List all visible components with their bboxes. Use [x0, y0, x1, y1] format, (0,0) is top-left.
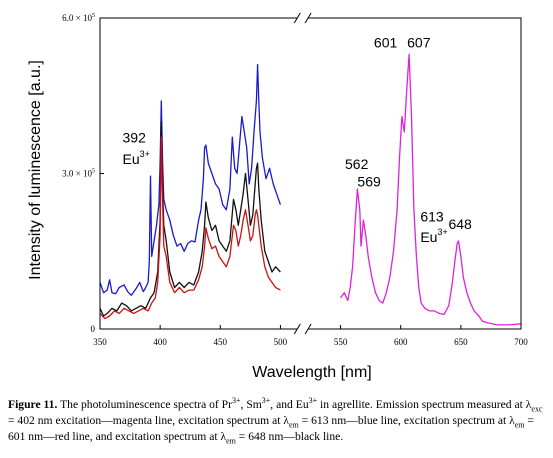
y-tick-label: 0	[91, 324, 96, 334]
axis-break-mark	[304, 323, 312, 335]
x-tick-label: 350	[93, 337, 107, 347]
caption-segment: 3+	[232, 396, 241, 406]
y-tick-label: 3.0 × 105	[62, 169, 95, 179]
caption-segment: em	[289, 420, 299, 430]
x-axis-label: Wavelength [nm]	[252, 364, 371, 381]
x-tick-label: 550	[334, 337, 348, 347]
caption-segment: , Sm	[240, 398, 262, 411]
caption-segment: = 402 nm excitation—magenta line, excita…	[8, 414, 289, 427]
caption-segment: in agrellite. Emission spectrum measured…	[317, 398, 532, 411]
annotation-label: Eu3+	[420, 227, 447, 245]
caption-segment: em	[514, 420, 525, 430]
caption-segment: 3+	[261, 396, 271, 406]
annotation-label: 648	[448, 216, 472, 232]
y-tick-label: 6.0 × 105	[62, 13, 95, 23]
caption-text: The photoluminescence spectra of Pr3+, S…	[8, 396, 543, 446]
caption-segment: = 601 nm—red line, and excitation spectr…	[8, 414, 534, 443]
x-tick-label: 600	[394, 337, 408, 347]
annotation-label: 569	[357, 173, 381, 189]
plot-area	[99, 53, 522, 326]
caption-segment: = 648 nm—black line.	[235, 430, 344, 443]
axis-break-mark	[304, 12, 312, 24]
x-tick-label: 650	[454, 337, 468, 347]
y-axis-label: Intensity of luminescence [a.u.]	[27, 60, 44, 280]
series-line-2	[99, 121, 281, 317]
x-tick-label: 500	[274, 337, 288, 347]
annotation-label: Eu3+	[123, 149, 150, 167]
x-tick-label: 400	[153, 337, 167, 347]
axis-break-mark	[293, 323, 301, 335]
x-tick-label: 700	[514, 337, 528, 347]
caption-label: Figure 11.	[8, 398, 58, 411]
spectrum-chart: 350 400 450 500 550 600 650 700 0 3.0 × 105 6.0 × …	[27, 12, 528, 381]
caption-segment: exc	[531, 404, 543, 414]
series-line-1	[99, 64, 282, 296]
series-line-3	[99, 136, 281, 320]
axes: 350 400 450 500 550 600 650 700 0 3.0 × 105 6.0 × …	[62, 12, 528, 347]
annotation-label: 392	[123, 129, 147, 145]
series-line-4	[340, 53, 522, 326]
annotation-label: 613	[420, 209, 444, 225]
annotation-label: 601	[374, 35, 398, 51]
caption-segment: em	[226, 436, 236, 446]
annotation-label: 607	[407, 35, 431, 51]
x-tick-label: 450	[214, 337, 228, 347]
caption-segment: , and Eu	[270, 398, 309, 411]
annotation-label: 562	[345, 156, 369, 172]
caption-segment: The photoluminescence spectra of Pr	[57, 398, 232, 411]
figure-caption: Figure 11. The photoluminescence spectra…	[8, 397, 548, 445]
axis-break-mark	[293, 12, 301, 24]
caption-segment: 3+	[308, 396, 318, 406]
caption-segment: = 613 nm—blue line, excitation spectrum …	[298, 414, 515, 427]
